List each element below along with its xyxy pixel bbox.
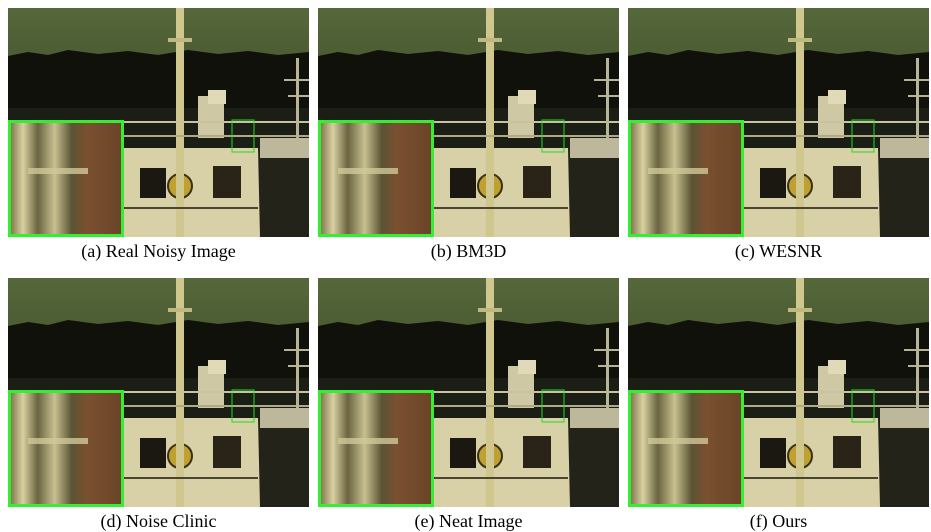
panel-caption: (e) Neat Image <box>318 511 619 532</box>
panel-image <box>628 278 929 507</box>
panel: (f) Ours <box>628 278 929 532</box>
panel-caption: (b) BM3D <box>318 241 619 262</box>
panel: (b) BM3D <box>318 8 619 262</box>
panel-caption: (c) WESNR <box>628 241 929 262</box>
panel: (c) WESNR <box>628 8 929 262</box>
panel-image <box>318 8 619 237</box>
panel: (e) Neat Image <box>318 278 619 532</box>
panel-image <box>318 278 619 507</box>
panel-caption: (d) Noise Clinic <box>8 511 309 532</box>
panel: (d) Noise Clinic <box>8 278 309 532</box>
panel-image <box>8 278 309 507</box>
panel: (a) Real Noisy Image <box>8 8 309 262</box>
panel-image <box>8 8 309 237</box>
figure: (a) Real Noisy Image (b) BM3D (c) WESNR (d)… <box>0 0 931 532</box>
panel-image <box>628 8 929 237</box>
panel-caption: (f) Ours <box>628 511 929 532</box>
panel-caption: (a) Real Noisy Image <box>8 241 309 262</box>
